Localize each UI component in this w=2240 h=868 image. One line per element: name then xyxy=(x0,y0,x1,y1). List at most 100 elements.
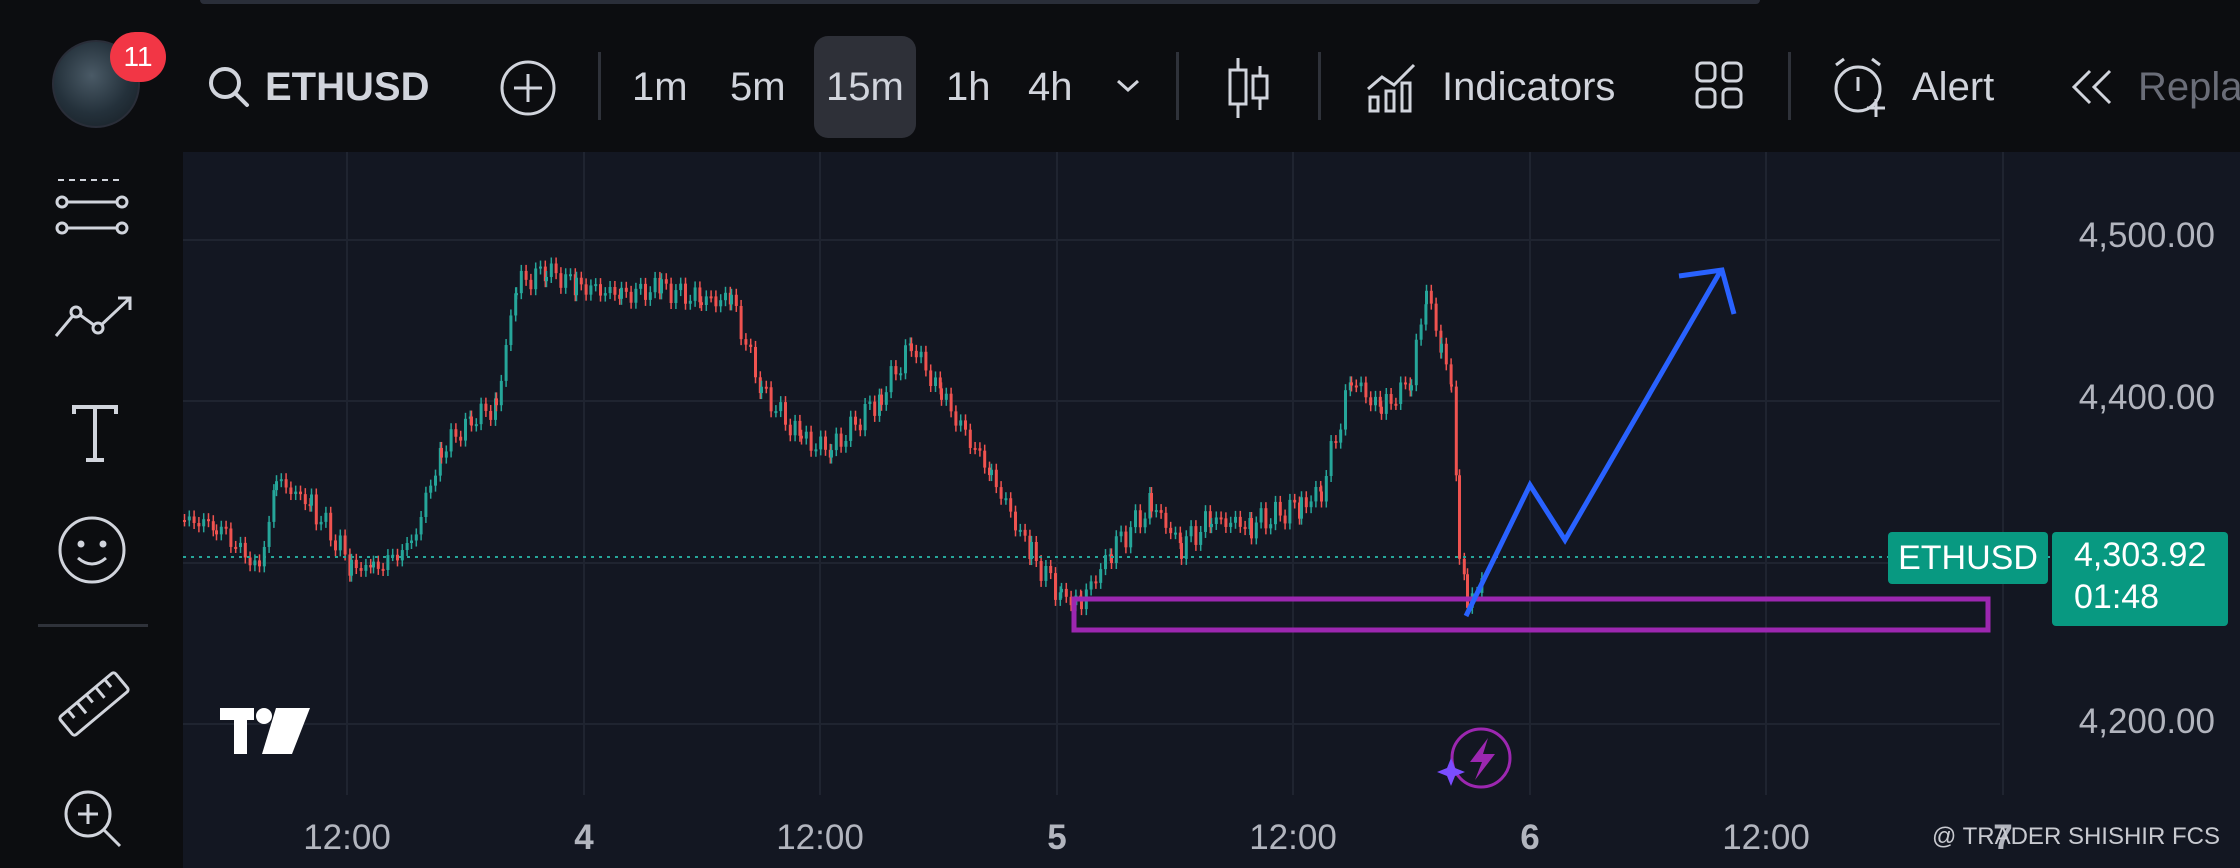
text-tool-icon[interactable] xyxy=(70,402,120,464)
candle-body xyxy=(744,339,748,345)
add-symbol-icon[interactable] xyxy=(498,58,558,118)
candle-body xyxy=(618,294,622,299)
tab-1m[interactable]: 1m xyxy=(632,64,688,109)
candle-body xyxy=(613,286,617,295)
toolbar-separator xyxy=(598,52,601,120)
candle-body xyxy=(248,557,252,566)
time-axis-label: 4 xyxy=(574,818,594,857)
candle-body xyxy=(1304,497,1308,508)
candle-body xyxy=(559,273,563,288)
candle-body xyxy=(1234,516,1237,523)
candle-body xyxy=(515,293,518,296)
replay-rewind-icon xyxy=(2071,69,2112,105)
candle-body xyxy=(519,270,523,294)
support-zone-rectangle[interactable] xyxy=(1071,596,1991,633)
candle-body xyxy=(1058,592,1062,600)
candle-body xyxy=(429,485,433,493)
alarm-clock-icon xyxy=(1834,57,1885,117)
trend-lines-tool-icon[interactable] xyxy=(52,172,132,242)
candle-body xyxy=(454,429,458,437)
candle-body xyxy=(334,540,337,551)
candle-body xyxy=(1243,526,1247,530)
ruler-measure-icon[interactable] xyxy=(54,664,134,744)
candle-body xyxy=(1028,535,1032,560)
candle-body xyxy=(624,287,628,292)
candle-body xyxy=(724,292,727,301)
candle-body xyxy=(1229,522,1233,527)
projection-path-line[interactable] xyxy=(1463,270,1723,618)
candle-body xyxy=(329,512,333,541)
tab-5m[interactable]: 5m xyxy=(730,64,786,109)
candle-body xyxy=(424,492,428,517)
replay-button[interactable]: Replay xyxy=(2068,28,2240,146)
candle-body xyxy=(275,481,278,491)
candle-body xyxy=(1138,510,1142,528)
tab-15m[interactable]: 15m xyxy=(814,36,916,138)
indicators-button[interactable]: Indicators xyxy=(1364,28,1615,146)
alert-label: Alert xyxy=(1912,64,1995,109)
candle-body xyxy=(289,487,293,495)
lightning-spark-icon[interactable] xyxy=(1437,727,1512,789)
candle-body xyxy=(192,516,196,524)
symbol-search[interactable]: ETHUSD xyxy=(205,28,429,146)
candlestick-series xyxy=(183,257,1484,616)
candle-body xyxy=(534,268,538,290)
candle-body xyxy=(1440,343,1443,353)
candle-body xyxy=(899,373,903,376)
candle-body xyxy=(267,521,271,547)
candle-body xyxy=(239,542,242,548)
candle-body xyxy=(1364,382,1368,398)
emoji-smiley-icon[interactable] xyxy=(56,514,128,586)
candle-body xyxy=(1269,524,1273,529)
candle-body xyxy=(1030,541,1033,560)
candle-body xyxy=(658,277,662,294)
candle-body xyxy=(369,564,373,568)
candle-body xyxy=(1238,516,1242,527)
candle-body xyxy=(594,284,598,287)
candle-body xyxy=(1449,364,1453,385)
candle-body xyxy=(1049,565,1053,574)
candle-body xyxy=(474,424,478,427)
candle-body xyxy=(253,560,257,566)
candle-body xyxy=(760,386,763,394)
alert-button[interactable]: Alert xyxy=(1830,28,1994,146)
tab-4h[interactable]: 4h xyxy=(1028,64,1073,109)
path-tool-icon[interactable] xyxy=(52,290,136,346)
candle-body xyxy=(1124,531,1128,548)
candle-body xyxy=(272,490,276,522)
tab-1h[interactable]: 1h xyxy=(946,64,991,109)
candle-body xyxy=(539,266,542,269)
indicators-label: Indicators xyxy=(1442,64,1616,109)
candle-body xyxy=(889,366,893,393)
candle-body xyxy=(1204,511,1207,532)
candle-body xyxy=(793,420,797,436)
candle-body xyxy=(324,512,328,522)
candle-body xyxy=(959,420,963,426)
candle-body xyxy=(693,287,697,301)
candle-body xyxy=(219,526,223,535)
candle-body xyxy=(1350,382,1353,386)
candle-body xyxy=(774,411,778,414)
candle-body xyxy=(338,535,342,551)
candle-body xyxy=(1444,343,1448,365)
candle-body xyxy=(1348,382,1352,391)
layout-grid-icon[interactable] xyxy=(1694,60,1744,110)
chevron-down-icon[interactable] xyxy=(1114,76,1142,96)
candle-body xyxy=(1314,486,1318,502)
tradingview-logo xyxy=(220,708,310,754)
candles-icon[interactable] xyxy=(1226,56,1272,120)
candle-body xyxy=(709,296,713,299)
price-axis-label: 4,500.00 xyxy=(2078,216,2215,255)
candle-body xyxy=(1404,382,1407,385)
candle-body xyxy=(1454,386,1458,476)
candle-body xyxy=(858,424,862,431)
zoom-in-icon[interactable] xyxy=(60,786,126,852)
top-edge-bar xyxy=(200,0,1760,4)
candle-body xyxy=(1309,501,1313,508)
chart-indicators-icon xyxy=(1367,63,1416,113)
search-icon xyxy=(209,67,249,107)
candle-body xyxy=(1178,532,1182,544)
candle-body xyxy=(1134,510,1137,528)
candle-body xyxy=(1283,515,1287,524)
